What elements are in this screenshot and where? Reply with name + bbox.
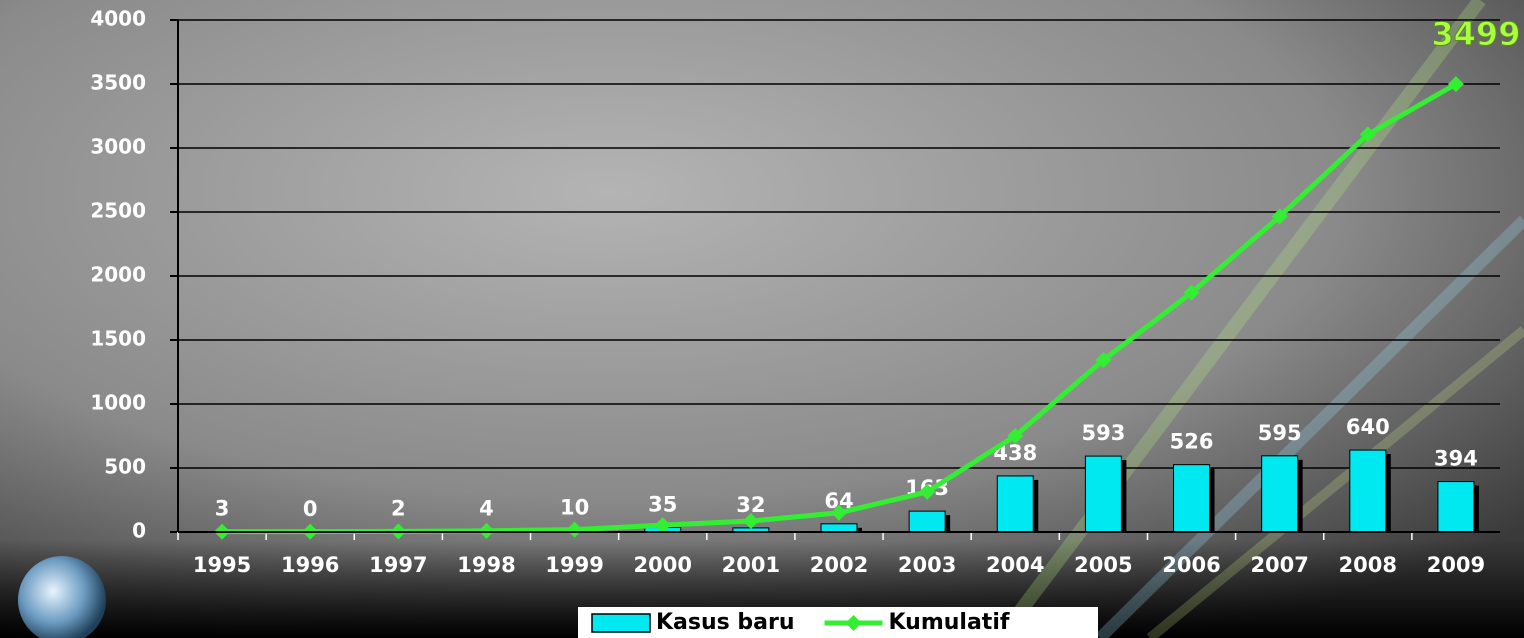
legend-marker: [845, 615, 862, 631]
bar: [1173, 464, 1211, 533]
x-tick-label: 2004: [986, 553, 1044, 577]
x-tick-label: 2003: [898, 553, 956, 577]
line-marker: [1271, 208, 1288, 225]
bar: [1437, 481, 1475, 533]
y-tick-label: 0: [132, 519, 146, 543]
bar: [1261, 455, 1299, 533]
bar: [1084, 455, 1122, 533]
legend: Kasus baru Kumulatif: [578, 607, 1098, 638]
data-label: 3499: [1431, 15, 1520, 53]
line-marker: [1183, 284, 1200, 301]
data-label: 595: [1258, 421, 1302, 445]
bar: [1349, 449, 1387, 533]
bar: [820, 523, 858, 533]
data-label: 35: [648, 493, 677, 517]
x-tick-label: 1999: [545, 553, 603, 577]
data-label: 64: [824, 489, 853, 513]
line-marker: [566, 521, 583, 538]
data-label: 10: [560, 496, 589, 520]
line-marker: [1359, 126, 1376, 143]
x-tick-label: 2009: [1427, 553, 1485, 577]
legend-label: Kumulatif: [889, 610, 1010, 635]
data-label: 526: [1170, 430, 1214, 454]
x-tick-label: 2001: [722, 553, 780, 577]
x-tick-label: 2006: [1162, 553, 1220, 577]
x-tick-label: 1995: [193, 553, 251, 577]
x-tick-label: 2002: [810, 553, 868, 577]
light-streak: [1095, 215, 1524, 638]
y-tick-label: 1500: [90, 327, 146, 351]
line-marker: [831, 504, 847, 521]
line-marker: [1007, 427, 1024, 444]
x-tick-label: 1998: [457, 553, 515, 577]
x-tick-label: 1996: [281, 553, 339, 577]
data-label: 640: [1346, 415, 1390, 439]
legend-swatch: [591, 613, 651, 633]
data-label: 4: [479, 496, 494, 520]
y-tick-label: 3500: [90, 71, 146, 95]
line-marker: [919, 483, 936, 500]
x-tick-label: 2007: [1250, 553, 1308, 577]
x-tick-label: 2005: [1074, 553, 1132, 577]
data-label: 2: [391, 497, 406, 521]
x-tick-label: 1997: [369, 553, 427, 577]
data-label: 3: [215, 497, 230, 521]
y-tick-label: 3000: [90, 135, 146, 159]
light-streak: [1146, 326, 1524, 638]
bar: [908, 510, 946, 533]
line-marker: [742, 512, 759, 529]
y-tick-label: 500: [104, 455, 146, 479]
data-label: 32: [736, 493, 765, 517]
line-marker: [1447, 76, 1464, 93]
y-tick-label: 4000: [90, 7, 146, 31]
data-label: 593: [1081, 421, 1125, 445]
line-marker: [1095, 351, 1112, 368]
data-label: 394: [1434, 447, 1478, 471]
y-tick-label: 2500: [90, 199, 146, 223]
y-tick-label: 1000: [90, 391, 146, 415]
globe-icon: [18, 556, 106, 638]
line-marker: [654, 517, 671, 534]
data-label: 0: [303, 497, 318, 521]
line-marker: [478, 522, 495, 539]
bar: [996, 475, 1034, 533]
x-tick-label: 2008: [1339, 553, 1397, 577]
x-tick-label: 2000: [634, 553, 692, 577]
legend-label: Kasus baru: [656, 610, 795, 635]
y-tick-label: 2000: [90, 263, 146, 287]
